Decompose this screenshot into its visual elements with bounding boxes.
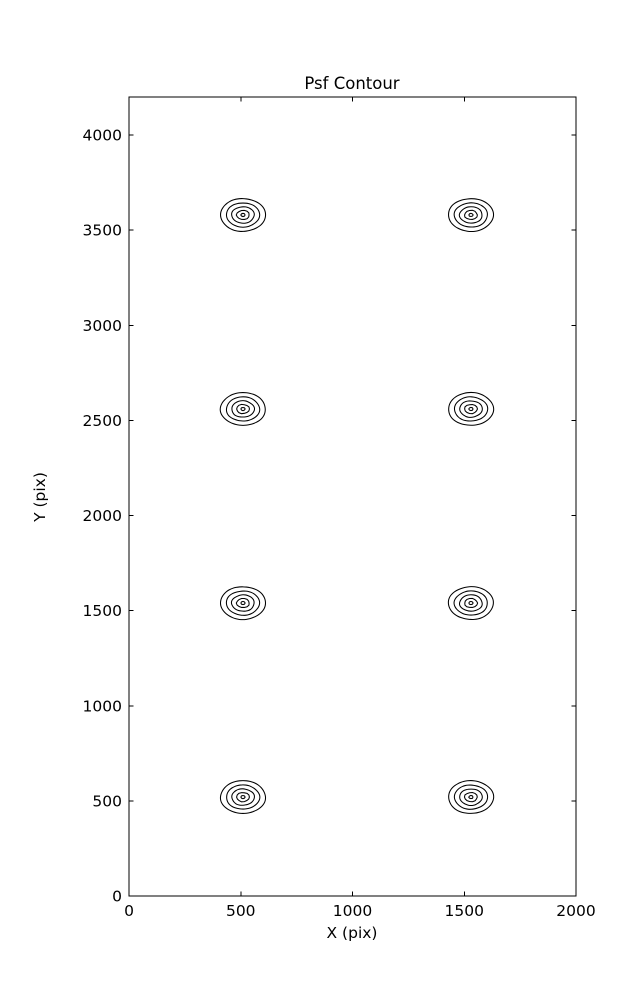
contour-level-2 — [453, 396, 489, 422]
contour-level-5 — [240, 212, 246, 218]
contour-level-1 — [220, 198, 267, 232]
contour-level-1 — [448, 391, 495, 426]
contour-level-4 — [235, 209, 250, 220]
psf-source-6 — [448, 391, 495, 426]
y-tick-label-2500: 2500 — [83, 412, 122, 430]
y-tick-label-1000: 1000 — [83, 697, 122, 715]
contour-level-4 — [463, 791, 478, 803]
contour-level-1 — [219, 392, 266, 426]
y-tick-label-2000: 2000 — [83, 507, 122, 525]
contour-level-5 — [468, 212, 474, 218]
contour-level-2 — [225, 202, 261, 228]
contour-level-2 — [226, 784, 261, 810]
contour-level-1 — [447, 586, 494, 620]
contour-level-4 — [236, 403, 251, 415]
contour-level-1 — [219, 780, 267, 814]
contour-level-2 — [453, 784, 489, 810]
contour-level-4 — [236, 792, 250, 803]
page-title: Psf Contour — [304, 74, 399, 93]
contour-level-3 — [459, 400, 483, 418]
axis-labels-group: X (pix) Y (pix) — [31, 472, 377, 942]
axes-frame — [128, 96, 577, 897]
contour-level-1 — [219, 586, 267, 621]
contour-level-2 — [453, 590, 488, 616]
psf-source-4 — [447, 586, 494, 620]
contour-level-1 — [448, 780, 495, 814]
contour-level-5 — [468, 406, 474, 412]
y-tick-label-0: 0 — [112, 888, 122, 906]
contour-level-4 — [235, 597, 250, 608]
y-tick-label-3500: 3500 — [83, 222, 122, 240]
contour-level-5 — [240, 600, 246, 606]
psf-source-1 — [219, 780, 267, 814]
title-group: Psf Contour — [304, 74, 399, 93]
psf-source-5 — [219, 392, 266, 426]
contour-level-3 — [231, 206, 255, 224]
contour-level-2 — [225, 590, 261, 616]
contour-level-3 — [458, 206, 483, 224]
tick-marks-group — [128, 97, 577, 897]
psf-source-8 — [448, 198, 495, 233]
contour-level-4 — [464, 209, 478, 220]
contour-level-3 — [458, 594, 483, 612]
y-tick-label-500: 500 — [92, 792, 122, 810]
axes-spines — [128, 96, 577, 897]
contour-level-4 — [464, 404, 479, 415]
contour-level-5 — [240, 794, 246, 800]
contour-level-3 — [231, 400, 256, 418]
contour-level-3 — [230, 594, 255, 612]
contour-level-3 — [459, 788, 483, 807]
x-axis-label: X (pix) — [327, 924, 378, 942]
contour-level-4 — [464, 597, 479, 608]
contour-level-2 — [453, 202, 488, 228]
contour-lines-group — [219, 198, 495, 814]
contour-level-5 — [468, 600, 474, 606]
contour-level-3 — [231, 788, 255, 806]
y-tick-label-3000: 3000 — [83, 317, 122, 335]
psf-source-2 — [448, 780, 495, 814]
psf-source-3 — [219, 586, 267, 621]
x-tick-label-0: 0 — [124, 902, 134, 920]
contour-level-1 — [448, 198, 495, 233]
x-tick-label-1000: 1000 — [333, 902, 372, 920]
y-axis-label: Y (pix) — [31, 472, 49, 523]
x-tick-label-2000: 2000 — [556, 902, 595, 920]
tick-labels-group: 0 500 1000 1500 2000 0 500 1000 1500 2000 2500 3000… — [83, 127, 596, 920]
contour-level-5 — [240, 406, 246, 412]
psf-source-7 — [220, 198, 267, 232]
y-tick-label-1500: 1500 — [83, 602, 122, 620]
contour-level-5 — [468, 794, 474, 800]
x-tick-label-1500: 1500 — [445, 902, 484, 920]
x-tick-label-500: 500 — [226, 902, 256, 920]
y-tick-label-4000: 4000 — [83, 127, 122, 145]
contour-level-2 — [225, 396, 261, 422]
